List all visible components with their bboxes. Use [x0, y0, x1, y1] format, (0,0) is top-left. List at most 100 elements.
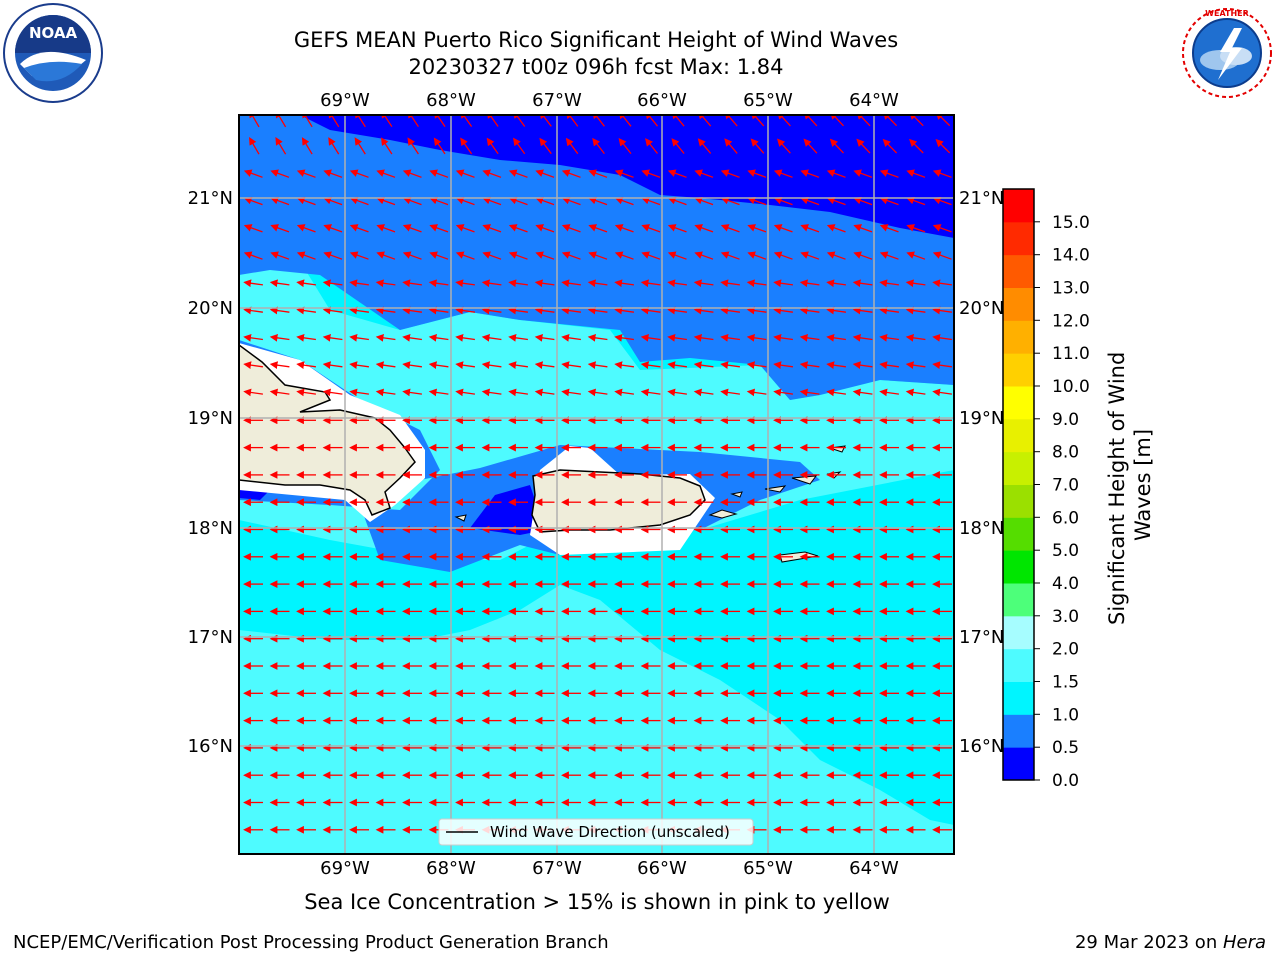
wave-direction-arrow	[667, 196, 687, 206]
wave-direction-arrow	[720, 196, 740, 206]
wave-direction-arrow	[720, 251, 740, 260]
wave-direction-arrow	[561, 388, 581, 397]
wave-direction-arrow	[349, 388, 369, 397]
wave-direction-arrow	[826, 251, 846, 260]
wave-direction-arrow	[587, 361, 608, 370]
lon-label-bottom: 68°W	[426, 858, 476, 879]
wave-direction-arrow	[433, 137, 446, 155]
wave-direction-arrow	[826, 224, 846, 233]
wave-direction-arrow	[429, 196, 449, 206]
wave-direction-arrow	[349, 224, 369, 233]
wave-direction-arrow	[746, 306, 767, 315]
wave-direction-arrow	[747, 251, 767, 260]
wave-direction-arrow	[455, 388, 475, 397]
wave-direction-arrow	[803, 138, 818, 154]
wave-direction-arrow	[269, 388, 290, 397]
wave-direction-arrow	[534, 279, 555, 288]
wave-direction-arrow	[482, 196, 502, 206]
wave-direction-arrow	[909, 138, 924, 154]
wave-direction-arrow	[829, 115, 844, 127]
wave-direction-arrow	[879, 333, 899, 342]
wave-direction-arrow	[800, 196, 820, 206]
wave-direction-arrow	[269, 279, 290, 288]
wave-direction-arrow	[618, 137, 632, 155]
colorbar-swatch	[1003, 517, 1034, 551]
wave-direction-arrow	[614, 251, 634, 260]
wave-direction-arrow	[561, 251, 581, 260]
wave-direction-arrow	[243, 279, 263, 288]
wave-direction-arrow	[641, 224, 661, 233]
wave-direction-arrow	[641, 251, 661, 260]
wave-direction-arrow	[879, 388, 899, 397]
wave-direction-arrow	[376, 169, 396, 178]
wave-direction-arrow	[354, 137, 366, 155]
wave-direction-arrow	[935, 115, 951, 127]
wave-direction-arrow	[773, 251, 793, 260]
wave-direction-arrow	[429, 224, 449, 233]
wave-direction-arrow	[375, 388, 396, 397]
lat-label-left: 19°N	[188, 408, 233, 429]
wave-direction-arrow	[640, 361, 661, 370]
wave-direction-arrow	[826, 306, 846, 315]
wave-direction-arrow	[799, 279, 820, 288]
colorbar-swatch	[1003, 221, 1034, 256]
wave-direction-arrow	[535, 251, 555, 260]
wave-direction-arrow	[882, 115, 898, 127]
lon-label-top: 67°W	[532, 90, 582, 111]
colorbar: 0.0 0.5 1.0 1.5 2.0 3.0 4.0 5.0 6.0 7.0 8.0 9.0 10.0…	[1002, 188, 1155, 791]
wave-direction-arrow	[328, 137, 340, 155]
wave-direction-arrow	[640, 388, 661, 397]
wave-direction-arrow	[640, 306, 661, 315]
wave-direction-arrow	[535, 224, 555, 233]
wave-direction-arrow	[773, 224, 793, 233]
wave-direction-arrow	[614, 196, 634, 206]
wave-direction-arrow	[826, 361, 846, 370]
wave-direction-arrow	[909, 115, 924, 127]
wave-direction-arrow	[667, 279, 687, 288]
wave-direction-arrow	[853, 251, 873, 260]
wave-direction-arrow	[879, 196, 899, 206]
colorbar-tick-label: 9.0	[1052, 410, 1079, 430]
wave-direction-arrow	[402, 333, 422, 342]
wave-direction-arrow	[640, 333, 661, 342]
wave-direction-arrow	[407, 137, 419, 155]
colorbar-tick-label: 13.0	[1052, 279, 1090, 299]
colorbar-tick-label: 5.0	[1052, 541, 1079, 561]
lon-label-top: 69°W	[320, 90, 370, 111]
wave-direction-arrow	[402, 306, 422, 315]
wave-direction-arrow	[349, 196, 369, 206]
wave-direction-arrow	[561, 333, 581, 342]
lat-label-right: 16°N	[959, 736, 1004, 757]
colorbar-swatch	[1003, 386, 1034, 420]
wave-direction-arrow	[773, 169, 793, 178]
wave-direction-arrow	[587, 306, 608, 315]
wave-direction-arrow	[243, 196, 263, 206]
lat-label-right: 19°N	[959, 408, 1004, 429]
wave-direction-arrow	[614, 279, 634, 288]
wave-direction-arrow	[724, 138, 738, 154]
lon-label-top: 68°W	[426, 90, 476, 111]
wave-direction-arrow	[932, 169, 952, 178]
colorbar-tick-label: 10.0	[1052, 377, 1090, 397]
colorbar-swatch	[1003, 648, 1034, 682]
wave-direction-arrow	[879, 224, 899, 233]
wave-direction-arrow	[375, 306, 396, 315]
wave-direction-arrow	[803, 115, 818, 127]
colorbar-tick-label: 4.0	[1052, 574, 1079, 594]
wave-direction-arrow	[852, 361, 873, 370]
wave-direction-arrow	[667, 333, 687, 342]
wave-direction-arrow	[826, 388, 846, 397]
wave-direction-arrow	[641, 169, 661, 178]
wave-direction-arrow	[776, 138, 791, 154]
wave-direction-arrow	[455, 306, 475, 315]
wave-direction-arrow	[301, 137, 313, 155]
lat-label-left: 17°N	[188, 627, 233, 648]
wave-direction-arrow	[296, 196, 316, 206]
wave-direction-arrow	[349, 333, 369, 342]
wave-direction-arrow	[932, 196, 952, 206]
wave-direction-arrow	[508, 224, 528, 233]
map-legend: Wind Wave Direction (unscaled)	[438, 818, 754, 846]
wave-direction-arrow	[539, 137, 552, 155]
wave-direction-arrow	[614, 361, 634, 370]
